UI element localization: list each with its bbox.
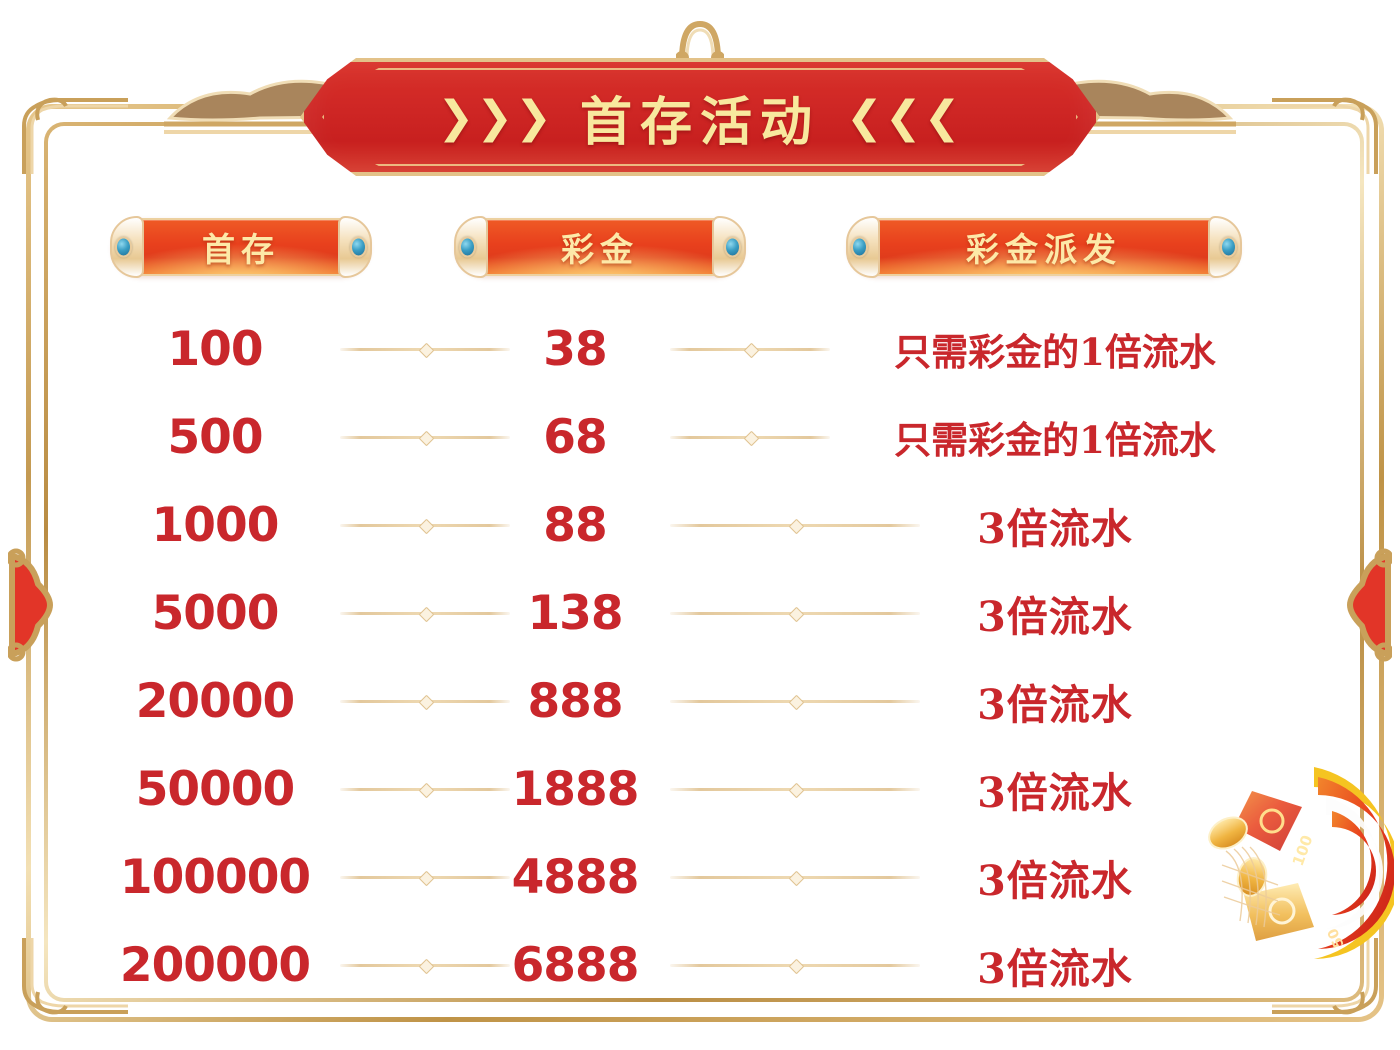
cell-deposit-amount: 1000 [151,497,280,553]
diamond-icon [418,782,434,798]
connector-line [670,870,920,886]
connector-line [670,694,920,710]
cell-deposit-amount: 500 [167,409,263,465]
connector-line [670,958,920,974]
table-header-row: 首存 彩金 彩金派发 [0,214,1400,286]
connector-line [340,782,510,798]
gem-icon-right [350,236,367,258]
chevrons-left-icon: ❮❮❮ [846,91,963,143]
connector-line [340,694,510,710]
connector-line [670,606,920,622]
page-title: 首存活动 [579,91,820,153]
connector-line [670,430,830,446]
cell-release-requirement: 3倍流水 [977,857,1133,905]
column-header-bonus: 彩金 [454,216,746,278]
gem-icon-left [115,236,132,258]
connector-line [340,430,510,446]
cell-deposit-amount: 100 [167,321,263,377]
title-banner-plate [300,58,1100,176]
column-header-deposit-label: 首存 [202,230,280,269]
cell-release-requirement: 3倍流水 [977,505,1133,553]
cell-release-requirement: 只需彩金的1倍流水 [894,330,1216,374]
diamond-icon [418,870,434,886]
gem-icon-right [1220,236,1237,258]
diamond-icon [788,518,804,534]
bonus-table: 100 38 只需彩金的1倍流水 500 68 只需彩金的1倍流水 1000 88 3倍流水 50… [0,305,1400,1009]
table-row: 200000 6888 3倍流水 [0,921,1400,1009]
diamond-icon [788,782,804,798]
cell-bonus-amount: 138 [527,585,623,641]
diamond-icon [418,606,434,622]
cell-release-requirement: 3倍流水 [977,945,1133,993]
diamond-icon [788,606,804,622]
diamond-icon [743,430,759,446]
column-header-release-label: 彩金派发 [966,230,1122,269]
cell-deposit-amount: 100000 [119,849,311,905]
connector-line [670,782,920,798]
hanger-ring-icon [676,16,724,62]
table-row: 100 38 只需彩金的1倍流水 [0,305,1400,393]
connector-line [670,518,920,534]
connector-line [340,342,510,358]
connector-line [340,870,510,886]
diamond-icon [418,694,434,710]
diamond-icon [418,430,434,446]
cell-release-requirement: 3倍流水 [977,681,1133,729]
cell-release-requirement: 只需彩金的1倍流水 [894,418,1216,462]
table-row: 50000 1888 3倍流水 [0,745,1400,833]
pill-body [848,218,1240,276]
connector-line [340,958,510,974]
cell-bonus-amount: 888 [527,673,623,729]
diamond-icon [418,342,434,358]
column-header-release: 彩金派发 [846,216,1242,278]
diamond-icon [418,958,434,974]
diamond-icon [418,518,434,534]
gem-icon-left [459,236,476,258]
table-row: 5000 138 3倍流水 [0,569,1400,657]
cell-bonus-amount: 68 [543,409,607,465]
diamond-icon [788,694,804,710]
diamond-icon [743,342,759,358]
table-row: 500 68 只需彩金的1倍流水 [0,393,1400,481]
gem-icon-left [851,236,868,258]
cell-deposit-amount: 200000 [119,937,311,993]
diamond-icon [788,870,804,886]
table-row: 1000 88 3倍流水 [0,481,1400,569]
cell-release-requirement: 3倍流水 [977,769,1133,817]
title-banner-text: ❯❯❯ 首存活动 ❮❮❮ [300,58,1100,176]
chevrons-right-icon: ❯❯❯ [437,91,554,143]
cell-bonus-amount: 1888 [511,761,640,817]
cell-bonus-amount: 88 [543,497,607,553]
title-banner-region: ❯❯❯ 首存活动 ❮❮❮ [0,8,1400,188]
cell-deposit-amount: 50000 [135,761,296,817]
cell-deposit-amount: 5000 [151,585,280,641]
cell-release-requirement: 3倍流水 [977,593,1133,641]
title-banner: ❯❯❯ 首存活动 ❮❮❮ [300,58,1100,176]
cell-deposit-amount: 20000 [135,673,296,729]
cell-bonus-amount: 6888 [511,937,640,993]
connector-line [670,342,830,358]
column-header-deposit: 首存 [110,216,372,278]
table-row: 100000 4888 3倍流水 [0,833,1400,921]
pill-body [112,218,370,276]
title-banner-inner-border [322,68,1078,166]
cell-bonus-amount: 38 [543,321,607,377]
connector-line [340,606,510,622]
cell-bonus-amount: 4888 [511,849,640,905]
column-header-bonus-label: 彩金 [561,230,639,269]
gem-icon-right [724,236,741,258]
diamond-icon [788,958,804,974]
connector-line [340,518,510,534]
table-row: 20000 888 3倍流水 [0,657,1400,745]
